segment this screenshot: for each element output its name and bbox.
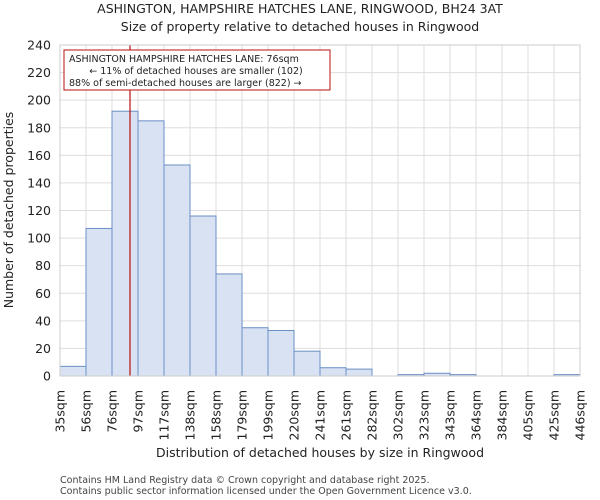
histogram-bar — [345, 368, 373, 377]
x-tick-label: 179sqm — [235, 390, 250, 440]
x-tick-label: 117sqm — [157, 390, 172, 440]
y-tick-label: 140 — [27, 175, 51, 190]
y-tick-label: 80 — [35, 258, 51, 273]
footer-line-1: Contains HM Land Registry data © Crown c… — [60, 475, 430, 486]
y-tick-label: 160 — [27, 148, 51, 163]
y-tick-label: 220 — [27, 65, 51, 80]
histogram-bar — [85, 227, 113, 377]
histogram-bar — [319, 367, 347, 377]
histogram-bar — [59, 365, 87, 377]
annotation-box: ASHINGTON HAMPSHIRE HATCHES LANE: 76sqm … — [63, 49, 331, 91]
x-tick-label: 35sqm — [53, 390, 68, 433]
y-tick-label: 100 — [27, 231, 51, 246]
annotation-line-3: 88% of semi-detached houses are larger (… — [69, 78, 302, 89]
y-tick-label: 200 — [27, 93, 51, 108]
x-tick-label: 76sqm — [105, 390, 120, 433]
y-axis-label: Number of detached properties — [1, 112, 16, 309]
x-tick-label: 261sqm — [339, 390, 354, 440]
histogram-bar — [241, 327, 269, 377]
x-tick-label: 220sqm — [287, 390, 302, 440]
y-tick-label: 40 — [35, 313, 51, 328]
x-tick-label: 158sqm — [209, 390, 224, 440]
bars — [59, 110, 581, 377]
histogram-bar — [215, 273, 243, 377]
x-tick-labels: 35sqm 56sqm 76sqm 97sqm 117sqm 138sqm 158sqm 17… — [53, 390, 588, 440]
y-tick-label: 180 — [27, 120, 51, 135]
histogram-bar — [189, 215, 217, 377]
y-tick-label: 20 — [35, 341, 51, 356]
x-tick-label: 405sqm — [521, 390, 536, 440]
annotation-line-2: ← 11% of detached houses are smaller (10… — [89, 66, 302, 77]
x-tick-label: 241sqm — [313, 390, 328, 440]
x-tick-label: 446sqm — [573, 390, 588, 440]
y-tick-label: 60 — [35, 286, 51, 301]
x-tick-label: 425sqm — [547, 390, 562, 440]
x-tick-label: 323sqm — [417, 390, 432, 440]
chart-title: ASHINGTON, HAMPSHIRE HATCHES LANE, RINGW… — [97, 1, 503, 16]
annotation-line-1: ASHINGTON HAMPSHIRE HATCHES LANE: 76sqm — [69, 54, 299, 65]
y-tick-label: 240 — [27, 38, 51, 53]
x-tick-label: 199sqm — [261, 390, 276, 440]
x-tick-label: 282sqm — [365, 390, 380, 440]
histogram-bar — [137, 120, 165, 377]
y-tick-labels: 0 20 40 60 80 100 120 140 160 180 200 220 240 — [27, 38, 51, 384]
x-tick-label: 384sqm — [495, 390, 510, 440]
annotation-frame — [63, 49, 331, 91]
y-tick-label: 0 — [43, 369, 51, 384]
x-tick-label: 343sqm — [443, 390, 458, 440]
x-tick-label: 138sqm — [183, 390, 198, 440]
x-axis-label: Distribution of detached houses by size … — [156, 445, 484, 460]
x-tick-label: 56sqm — [79, 390, 94, 433]
y-tick-label: 120 — [27, 203, 51, 218]
x-tick-label: 364sqm — [469, 390, 484, 440]
x-tick-label: 302sqm — [391, 390, 406, 440]
footer-line-2: Contains public sector information licen… — [60, 486, 472, 497]
histogram-bar — [293, 350, 321, 377]
x-tick-label: 97sqm — [131, 390, 146, 433]
plot-frame — [59, 44, 581, 377]
histogram-bar — [111, 110, 139, 377]
histogram-bar — [267, 329, 295, 377]
chart-subtitle: Size of property relative to detached ho… — [121, 19, 479, 34]
histogram-bar — [163, 164, 191, 377]
